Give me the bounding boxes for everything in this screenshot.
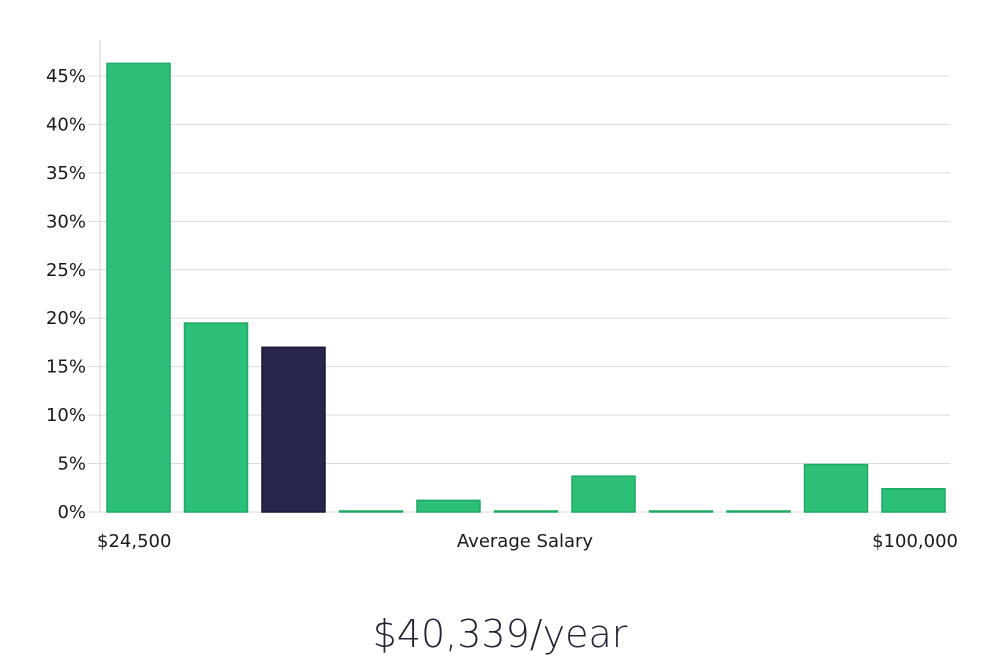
bar bbox=[416, 499, 481, 513]
y-tick-label: 45% bbox=[46, 66, 86, 87]
bar bbox=[571, 475, 636, 513]
salary-histogram-chart: 0% 5% 10% 15% 20% 25% 30% 35% 40% 45% $24,500 Ave… bbox=[46, 40, 958, 552]
y-tick-label: 15% bbox=[46, 357, 86, 378]
x-start-label: $24,500 bbox=[97, 531, 171, 552]
x-end-label: $100,000 bbox=[872, 531, 958, 552]
y-tick-label: 40% bbox=[46, 114, 86, 135]
y-tick-label: 30% bbox=[46, 211, 86, 232]
bar-highlighted bbox=[261, 346, 326, 513]
bar bbox=[803, 463, 869, 513]
y-tick-label: 10% bbox=[46, 405, 86, 426]
bar bbox=[493, 510, 559, 513]
bar bbox=[726, 510, 791, 513]
x-axis-title: Average Salary bbox=[457, 531, 594, 552]
bars bbox=[106, 62, 946, 513]
bar bbox=[338, 510, 404, 513]
bar bbox=[106, 62, 171, 513]
y-tick-label: 20% bbox=[46, 308, 86, 329]
y-tick-label: 0% bbox=[57, 502, 86, 523]
bar bbox=[648, 510, 714, 513]
y-tick-label: 5% bbox=[57, 454, 86, 475]
y-tick-label: 25% bbox=[46, 260, 86, 281]
bar bbox=[183, 322, 249, 513]
y-tick-labels: 0% 5% 10% 15% 20% 25% 30% 35% 40% 45% bbox=[46, 66, 86, 523]
average-salary-summary: $40,339/year bbox=[372, 612, 628, 656]
bar bbox=[881, 487, 946, 513]
y-tick-label: 35% bbox=[46, 163, 86, 184]
